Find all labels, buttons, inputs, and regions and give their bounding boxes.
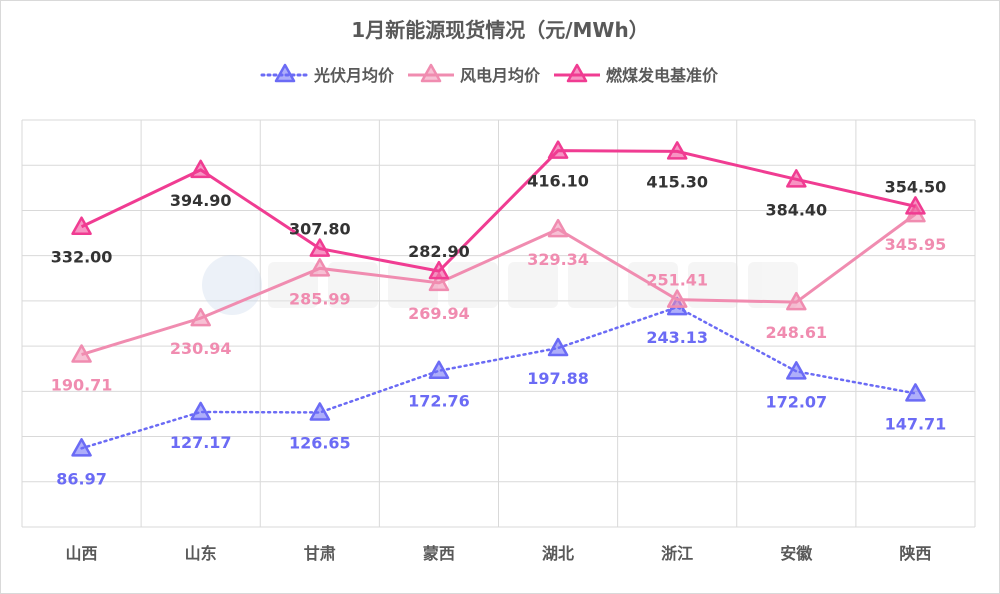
series-line-2 [80, 149, 916, 273]
data-point-marker [905, 383, 926, 402]
data-label: 282.90 [408, 242, 470, 261]
x-tick-label: 陕西 [899, 544, 931, 563]
x-tick-label: 湖北 [542, 544, 574, 563]
legend-label: 燃煤发电基准价 [606, 66, 719, 85]
x-tick-label: 浙江 [661, 544, 693, 563]
data-label: 197.88 [527, 369, 589, 388]
legend-label: 风电月均价 [460, 66, 541, 85]
data-label: 248.61 [765, 323, 827, 342]
data-label: 230.94 [170, 339, 232, 358]
series-line-0 [80, 305, 917, 450]
legend-marker-icon [274, 63, 296, 83]
watermark-glyph [688, 262, 738, 308]
data-label: 415.30 [646, 172, 708, 191]
data-label: 394.90 [170, 191, 232, 210]
data-label: 384.40 [765, 200, 827, 219]
data-point-marker [71, 344, 92, 363]
data-label: 190.71 [51, 376, 113, 395]
data-point-marker [547, 218, 569, 238]
legend-item-1: 风电月均价 [408, 63, 541, 85]
data-point-marker [190, 159, 211, 179]
data-point-marker [428, 260, 450, 280]
data-label: 332.00 [51, 248, 113, 267]
data-label: 354.50 [885, 177, 947, 196]
data-point-marker [428, 360, 450, 379]
legend-label: 光伏月均价 [313, 66, 395, 85]
data-label: 147.71 [885, 414, 947, 433]
data-point-marker [190, 401, 211, 421]
x-tick-label: 安徽 [780, 544, 813, 563]
data-point-marker [905, 196, 926, 215]
chart-title: 1月新能源现货情况（元/MWh） [351, 18, 649, 42]
data-label: 285.99 [289, 289, 351, 308]
data-label: 307.80 [289, 220, 351, 239]
legend-item-0: 光伏月均价 [260, 63, 395, 85]
data-label: 126.65 [289, 433, 351, 452]
data-label: 345.95 [885, 235, 947, 254]
data-point-marker [547, 140, 569, 159]
data-point-marker [786, 169, 807, 188]
data-point-marker [71, 438, 92, 457]
data-point-marker [666, 289, 688, 308]
legend-marker-icon [420, 63, 442, 83]
data-point-marker [786, 291, 807, 311]
data-label: 172.76 [408, 392, 470, 411]
x-tick-label: 山东 [185, 544, 217, 563]
watermark-glyph [388, 262, 438, 308]
watermark-glyph [508, 262, 558, 308]
x-tick-label: 蒙西 [423, 544, 455, 563]
data-label: 329.34 [527, 250, 589, 269]
data-point-marker [428, 272, 450, 292]
data-label: 243.13 [646, 328, 708, 347]
legend-marker-icon [566, 63, 588, 83]
data-label: 251.41 [646, 271, 708, 290]
x-tick-label: 甘肃 [304, 544, 336, 563]
data-point-marker [309, 402, 331, 421]
data-point-marker [309, 238, 331, 257]
data-label: 86.97 [56, 469, 107, 488]
data-label: 127.17 [170, 433, 232, 452]
data-point-marker [71, 216, 92, 235]
watermark-glyph [568, 262, 618, 308]
data-point-marker [309, 258, 331, 277]
data-point-marker [190, 307, 211, 327]
data-label: 416.10 [527, 172, 589, 191]
data-label: 269.94 [408, 304, 470, 323]
data-point-marker [547, 337, 569, 357]
data-point-marker [666, 141, 688, 160]
legend-item-2: 燃煤发电基准价 [554, 63, 719, 85]
series-line-1 [81, 212, 917, 356]
x-tick-label: 山西 [66, 544, 98, 563]
watermark-glyph [748, 262, 798, 308]
data-point-marker [786, 361, 807, 380]
data-label: 172.07 [765, 392, 827, 411]
